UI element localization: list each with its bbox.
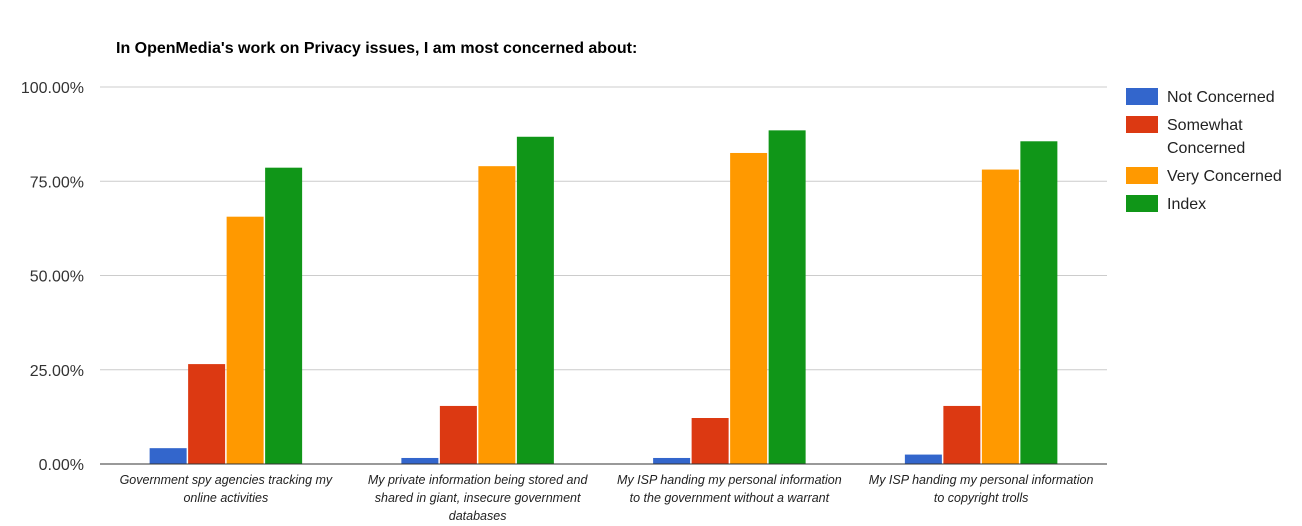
bar-index bbox=[1020, 141, 1058, 464]
x-category-label: to the government without a warrant bbox=[630, 491, 830, 505]
chart-title: In OpenMedia's work on Privacy issues, I… bbox=[116, 40, 637, 57]
legend-swatch bbox=[1126, 167, 1158, 184]
y-tick-label: 25.00% bbox=[30, 363, 84, 380]
legend: Not Concerned Somewhat Concerned Very Conce… bbox=[1126, 88, 1282, 213]
bars bbox=[149, 130, 1058, 465]
y-tick-label: 75.00% bbox=[30, 174, 84, 191]
bar-not-concerned bbox=[401, 457, 439, 464]
x-category-label: My ISP handing my personal information bbox=[617, 473, 842, 487]
legend-label: Very Concerned bbox=[1167, 168, 1282, 185]
x-category-label: shared in giant, insecure government bbox=[375, 491, 581, 505]
legend-label: Somewhat bbox=[1167, 117, 1243, 134]
bar-not-concerned bbox=[149, 448, 187, 464]
legend-label: Not Concerned bbox=[1167, 89, 1275, 106]
y-tick-label: 50.00% bbox=[30, 269, 84, 286]
legend-swatch bbox=[1126, 88, 1158, 105]
legend-swatch bbox=[1126, 195, 1158, 212]
bar-very-concerned bbox=[730, 152, 768, 464]
y-axis-ticks: 100.00% 75.00% 50.00% 25.00% 0.00% bbox=[21, 80, 84, 474]
legend-swatch bbox=[1126, 116, 1158, 133]
legend-label: Concerned bbox=[1167, 140, 1245, 157]
x-category-label: My private information being stored and bbox=[368, 473, 589, 487]
bar-not-concerned bbox=[653, 457, 691, 464]
bar-somewhat-concerned bbox=[691, 418, 729, 464]
bar-very-concerned bbox=[981, 169, 1019, 465]
bar-somewhat-concerned bbox=[439, 405, 477, 464]
x-category-label: My ISP handing my personal information bbox=[869, 473, 1094, 487]
x-category-label: databases bbox=[449, 509, 507, 523]
bar-very-concerned bbox=[478, 166, 516, 465]
bar-not-concerned bbox=[904, 454, 942, 464]
bar-somewhat-concerned bbox=[943, 405, 981, 464]
bar-index bbox=[768, 130, 806, 465]
bar-somewhat-concerned bbox=[188, 364, 226, 464]
legend-label: Index bbox=[1167, 196, 1206, 213]
y-tick-label: 0.00% bbox=[39, 457, 84, 474]
bar-very-concerned bbox=[226, 216, 264, 464]
bar-index bbox=[265, 167, 303, 465]
y-tick-label: 100.00% bbox=[21, 80, 84, 97]
x-category-label: online activities bbox=[183, 491, 268, 505]
x-category-label: to copyright trolls bbox=[934, 491, 1028, 505]
x-axis-labels: Government spy agencies tracking my onlin… bbox=[120, 473, 1094, 523]
x-category-label: Government spy agencies tracking my bbox=[120, 473, 333, 487]
bar-index bbox=[516, 136, 554, 464]
